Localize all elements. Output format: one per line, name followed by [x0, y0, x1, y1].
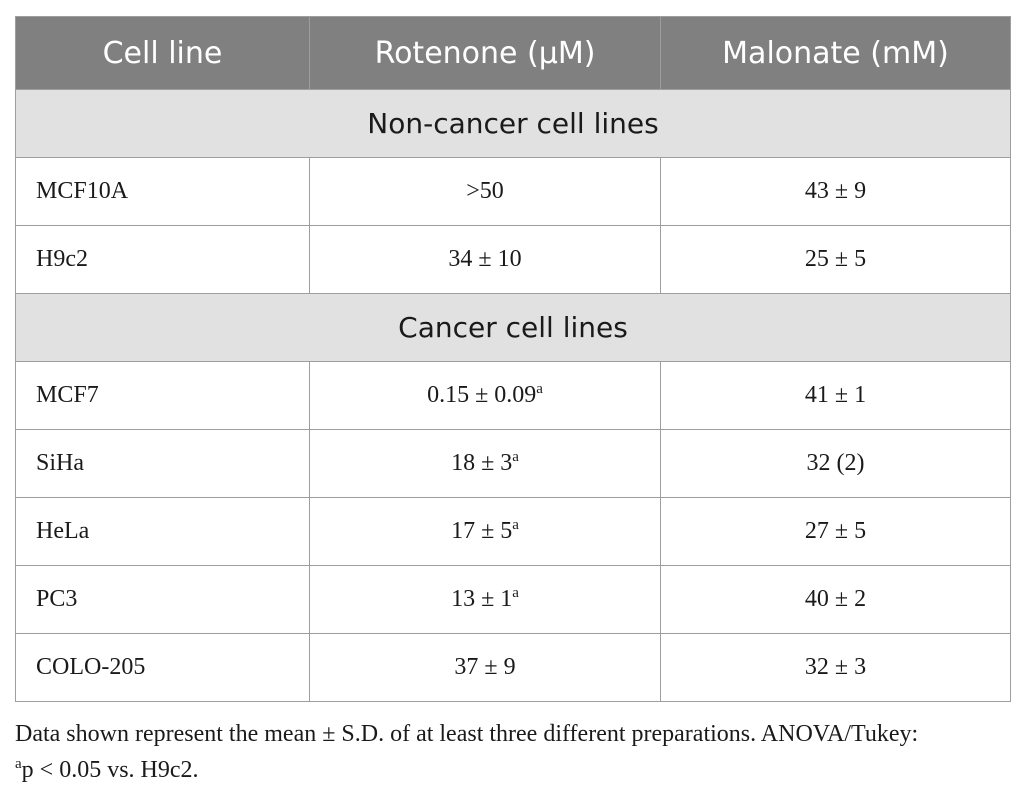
- header-cell-line: Cell line: [15, 16, 310, 90]
- rotenone-value: >50: [309, 157, 661, 226]
- table-row: MCF7 0.15 ± 0.09a 41 ± 1: [15, 361, 1011, 430]
- significance-marker: a: [512, 585, 519, 601]
- malonate-value: 25 ± 5: [660, 225, 1011, 294]
- malonate-value: 43 ± 9: [660, 157, 1011, 226]
- rotenone-value: 13 ± 1a: [309, 565, 661, 634]
- cell-line-name: HeLa: [15, 497, 310, 566]
- header-rotenone: Rotenone (μM): [309, 16, 661, 90]
- cell-line-name: MCF7: [15, 361, 310, 430]
- malonate-value: 32 (2): [660, 429, 1011, 498]
- group-label: Non-cancer cell lines: [15, 89, 1011, 158]
- cell-line-name: COLO-205: [15, 633, 310, 702]
- rotenone-value: 17 ± 5a: [309, 497, 661, 566]
- table-row: MCF10A >50 43 ± 9: [15, 157, 1011, 226]
- group-row-non-cancer: Non-cancer cell lines: [15, 89, 1011, 158]
- group-row-cancer: Cancer cell lines: [15, 293, 1011, 362]
- table-row: SiHa 18 ± 3a 32 (2): [15, 429, 1011, 498]
- significance-marker: a: [512, 449, 519, 465]
- footnote-text: Data shown represent the mean ± S.D. of …: [15, 721, 919, 747]
- cell-line-name: MCF10A: [15, 157, 310, 226]
- group-label: Cancer cell lines: [15, 293, 1011, 362]
- cell-line-name: SiHa: [15, 429, 310, 498]
- malonate-value: 32 ± 3: [660, 633, 1011, 702]
- rotenone-value: 34 ± 10: [309, 225, 661, 294]
- footnote-text-2: p < 0.05 vs. H9c2.: [21, 757, 199, 783]
- table-row: PC3 13 ± 1a 40 ± 2: [15, 565, 1011, 634]
- rotenone-value: 37 ± 9: [309, 633, 661, 702]
- footnote-marker: a: [15, 756, 22, 772]
- table-row: COLO-205 37 ± 9 32 ± 3: [15, 633, 1011, 702]
- data-table: Cell line Rotenone (μM) Malonate (mM) No…: [15, 16, 1011, 702]
- table-footnote: Data shown represent the mean ± S.D. of …: [15, 716, 1015, 788]
- cell-line-name: PC3: [15, 565, 310, 634]
- table-row: H9c2 34 ± 10 25 ± 5: [15, 225, 1011, 294]
- malonate-value: 40 ± 2: [660, 565, 1011, 634]
- malonate-value: 27 ± 5: [660, 497, 1011, 566]
- malonate-value: 41 ± 1: [660, 361, 1011, 430]
- significance-marker: a: [536, 381, 543, 397]
- rotenone-value: 18 ± 3a: [309, 429, 661, 498]
- rotenone-value: 0.15 ± 0.09a: [309, 361, 661, 430]
- cell-line-name: H9c2: [15, 225, 310, 294]
- table-row: HeLa 17 ± 5a 27 ± 5: [15, 497, 1011, 566]
- header-row: Cell line Rotenone (μM) Malonate (mM): [15, 16, 1011, 90]
- header-malonate: Malonate (mM): [660, 16, 1011, 90]
- significance-marker: a: [512, 517, 519, 533]
